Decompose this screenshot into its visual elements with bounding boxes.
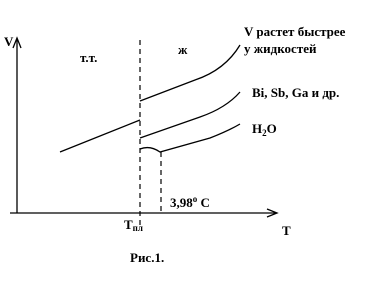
- liquid-region: ж: [178, 42, 188, 57]
- temp-label: 3,98o C: [170, 194, 210, 210]
- h2o-sub: 2: [262, 128, 267, 138]
- h2o-curve: [139, 123, 241, 153]
- x-label: T: [282, 223, 291, 238]
- solid-region: т.т.: [80, 50, 97, 65]
- temp-num: 3,98: [170, 195, 193, 210]
- temp-deg: o: [193, 194, 198, 204]
- caption: Рис.1.: [130, 250, 164, 265]
- x-arrow: [266, 208, 279, 218]
- tmelt-sub: пл: [133, 223, 143, 233]
- bi-curve: [139, 91, 241, 139]
- liquid-fast-curve: [139, 44, 241, 102]
- h2o-base: H: [252, 121, 262, 136]
- tmelt-base: T: [124, 217, 133, 232]
- fast-label: V растет быстрее: [244, 24, 346, 39]
- h2o-label: H2O: [252, 121, 277, 138]
- solid-curve: [59, 119, 141, 153]
- temp-unit: C: [197, 195, 210, 210]
- fast-label: у жидкостей: [244, 41, 317, 56]
- y-arrow: [12, 36, 22, 49]
- h2o-rest: O: [267, 121, 277, 136]
- bi-label: Bi, Sb, Ga и др.: [252, 85, 339, 100]
- tmelt-label: Tпл: [124, 217, 143, 233]
- y-label: V: [4, 34, 14, 49]
